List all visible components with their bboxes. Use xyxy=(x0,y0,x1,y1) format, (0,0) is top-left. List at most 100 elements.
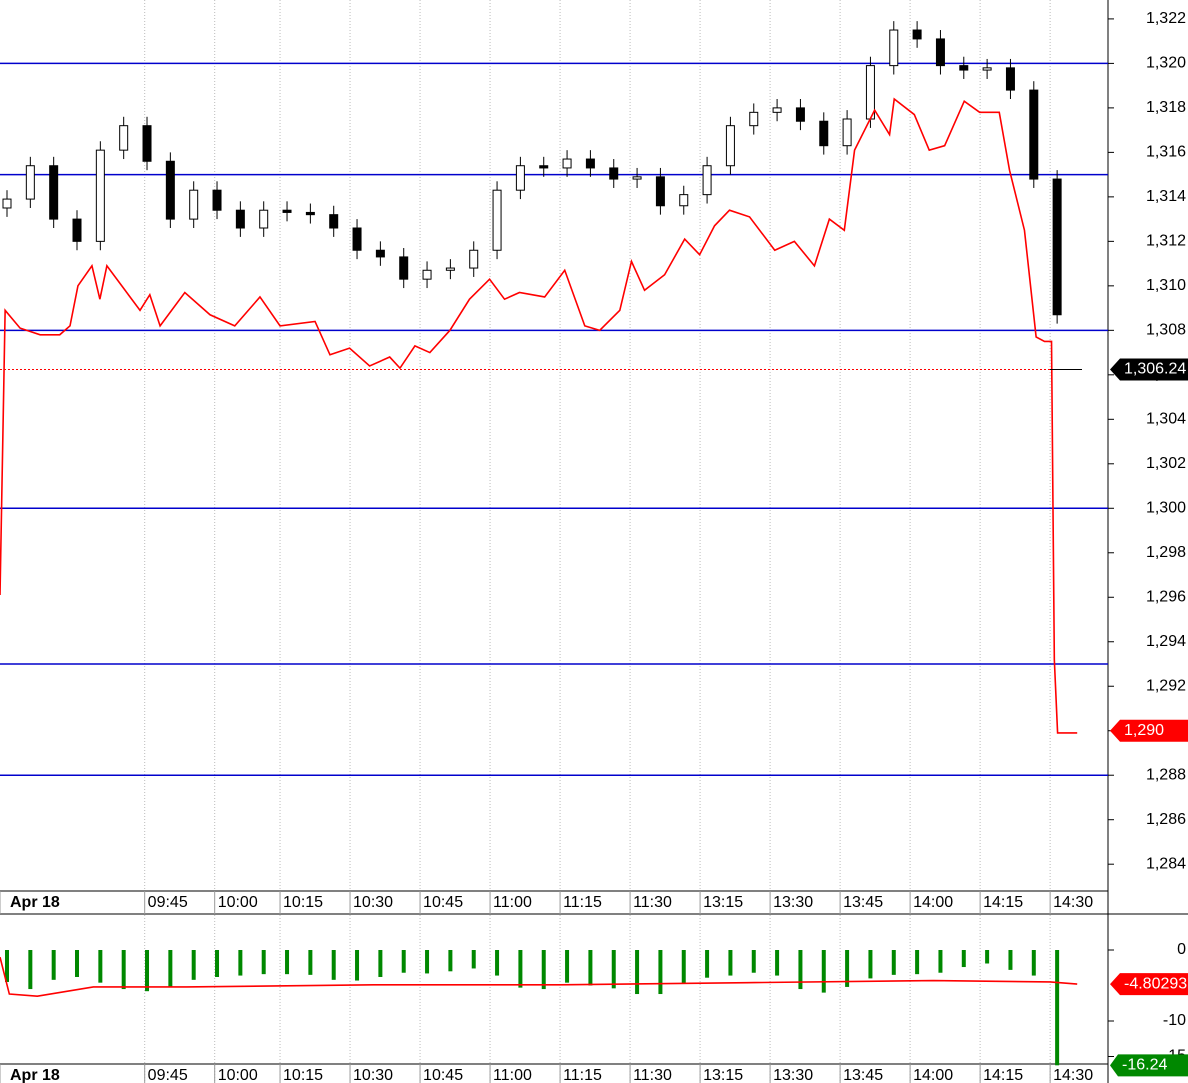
bar xyxy=(401,950,406,973)
x-tick-label: 10:15 xyxy=(283,894,323,911)
x-tick-label: 10:45 xyxy=(423,894,463,911)
y-tick-label: 1,300 xyxy=(1146,500,1186,517)
bar xyxy=(448,950,453,972)
y-tick-label: 1,308 xyxy=(1146,322,1186,339)
candle-body xyxy=(842,118,852,147)
value-label: -16.24 xyxy=(1122,1057,1167,1074)
bar xyxy=(985,950,990,964)
x-tick-label: 11:00 xyxy=(493,894,532,911)
bar xyxy=(915,950,920,975)
y-tick-label: 0 xyxy=(1177,941,1186,958)
bar xyxy=(775,950,780,976)
candle-body xyxy=(679,194,689,207)
y-tick-label: 1,288 xyxy=(1146,766,1186,783)
bar xyxy=(635,950,640,995)
x-tick-label: 10:30 xyxy=(353,1067,393,1083)
marker-tag xyxy=(1110,719,1188,742)
candle-body xyxy=(539,165,549,169)
marker-tag xyxy=(1110,973,1188,996)
y-tick-label: 1,298 xyxy=(1146,544,1186,561)
bar xyxy=(751,950,756,973)
y-tick-label: 1,310 xyxy=(1146,277,1186,294)
candle-body xyxy=(865,65,875,120)
candle-body xyxy=(399,256,409,280)
y-tick-label: 1,312 xyxy=(1146,233,1186,250)
bar xyxy=(28,950,33,990)
candle-body xyxy=(795,107,805,122)
bar xyxy=(331,950,336,980)
bar xyxy=(145,950,150,992)
x-tick-label: 13:30 xyxy=(773,1067,813,1083)
candle-body xyxy=(585,158,595,169)
x-tick-label: 09:45 xyxy=(148,1067,188,1083)
value-tag xyxy=(1110,1054,1188,1077)
y-tick-label: 1,318 xyxy=(1146,99,1186,116)
candle-body xyxy=(725,125,735,167)
x-tick-label: 13:15 xyxy=(703,1067,743,1083)
candle-body xyxy=(422,269,432,280)
bar xyxy=(961,950,966,968)
candle-body xyxy=(819,120,829,147)
bar xyxy=(728,950,733,976)
x-tick-label: 09:45 xyxy=(148,894,188,911)
bar xyxy=(1008,950,1013,970)
bar xyxy=(821,950,826,993)
x-tick-label: 10:45 xyxy=(423,1067,463,1083)
candle-body xyxy=(95,149,105,242)
bar xyxy=(425,950,430,974)
bar xyxy=(705,950,710,978)
x-tick-label: 11:15 xyxy=(563,1067,602,1083)
x-tick-label: 10:00 xyxy=(218,1067,258,1083)
x-tick-label: 14:15 xyxy=(983,1067,1023,1083)
y-tick-label: -10 xyxy=(1163,1012,1186,1029)
candle-body xyxy=(25,165,35,200)
bar xyxy=(238,950,243,976)
x-tick-label: 14:30 xyxy=(1053,1067,1093,1083)
x-tick-label: 11:30 xyxy=(633,894,672,911)
candle-body xyxy=(49,165,59,220)
bar xyxy=(378,950,383,977)
marker-tag xyxy=(1110,358,1188,381)
candle-body xyxy=(609,167,619,180)
bar xyxy=(75,950,80,977)
candle-body xyxy=(352,227,362,251)
x-tick-label: 14:00 xyxy=(913,894,953,911)
bar xyxy=(168,950,173,987)
x-tick-label: 13:45 xyxy=(843,1067,883,1083)
y-tick-label: 1,316 xyxy=(1146,144,1186,161)
candle-body xyxy=(329,214,339,229)
bar xyxy=(121,950,126,990)
candle-body xyxy=(935,38,945,67)
candle-body xyxy=(889,29,899,67)
candle-body xyxy=(632,176,642,180)
bar xyxy=(588,950,593,986)
bar xyxy=(308,950,313,975)
y-tick-label: 1,322 xyxy=(1146,10,1186,27)
candle-body xyxy=(235,209,245,229)
bar xyxy=(98,950,103,983)
candle-body xyxy=(982,67,992,71)
bar xyxy=(1055,950,1060,1066)
bar xyxy=(611,950,616,989)
bar xyxy=(51,950,56,980)
candle-body xyxy=(959,65,969,71)
x-tick-label: Apr 18 xyxy=(10,894,60,911)
candle-body xyxy=(912,29,922,40)
bar xyxy=(938,950,943,973)
candle-body xyxy=(1029,89,1039,180)
x-tick-label: 13:30 xyxy=(773,894,813,911)
marker-label: 1,290 xyxy=(1124,722,1164,739)
candle-body xyxy=(445,267,455,271)
y-tick-label: 1,320 xyxy=(1146,55,1186,72)
y-tick-label: 1,292 xyxy=(1146,677,1186,694)
x-tick-label: 13:45 xyxy=(843,894,883,911)
bar xyxy=(1031,950,1036,976)
x-tick-label: 11:15 xyxy=(563,894,602,911)
x-tick-label: 14:15 xyxy=(983,894,1023,911)
candle-body xyxy=(1052,178,1062,316)
x-tick-label: 11:30 xyxy=(633,1067,672,1083)
candle-body xyxy=(142,125,152,162)
bar xyxy=(191,950,196,980)
bar xyxy=(215,950,220,977)
